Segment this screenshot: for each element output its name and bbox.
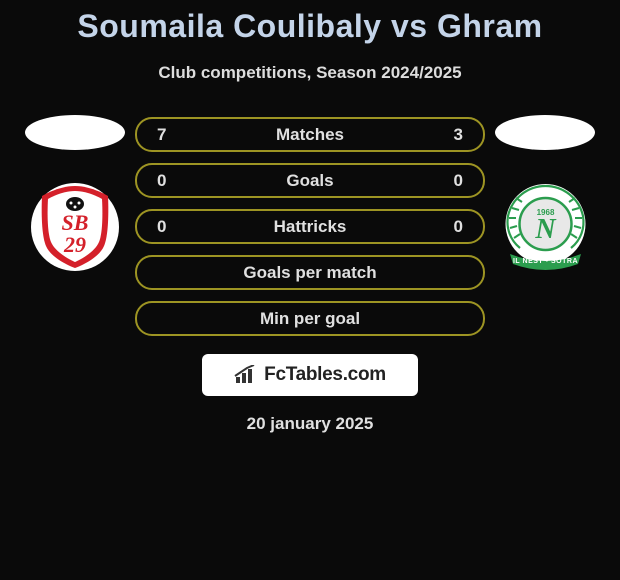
stat-row-matches: 7 Matches 3	[135, 117, 485, 152]
svg-text:N: N	[534, 214, 557, 245]
bar-chart-icon	[234, 365, 260, 385]
stat-right-value: 0	[443, 217, 463, 237]
page-title: Soumaila Coulibaly vs Ghram	[0, 8, 620, 45]
stat-left-value: 0	[157, 171, 177, 191]
date-text: 20 january 2025	[0, 414, 620, 434]
stat-label: Matches	[276, 125, 344, 145]
comparison-card: Soumaila Coulibaly vs Ghram Club competi…	[0, 0, 620, 434]
right-club-badge: 1968 N IL NEST • SOTRA	[495, 182, 595, 272]
svg-text:29: 29	[63, 232, 86, 257]
left-player-col: SB 29	[15, 111, 135, 272]
left-player-avatar	[25, 115, 125, 150]
subtitle: Club competitions, Season 2024/2025	[0, 63, 620, 83]
stat-label: Min per goal	[260, 309, 360, 329]
stat-left-value: 7	[157, 125, 177, 145]
brand-badge[interactable]: FcTables.com	[202, 354, 418, 396]
stat-bars: 7 Matches 3 0 Goals 0 0 Hattricks 0 Goal…	[135, 111, 485, 336]
stat-label: Goals	[286, 171, 333, 191]
stat-row-gpm: Goals per match	[135, 255, 485, 290]
stat-row-hattricks: 0 Hattricks 0	[135, 209, 485, 244]
stat-label: Hattricks	[274, 217, 347, 237]
stat-left-value: 0	[157, 217, 177, 237]
nest-sotra-badge-icon: 1968 N IL NEST • SOTRA	[498, 180, 593, 275]
right-player-avatar	[495, 115, 595, 150]
stat-row-goals: 0 Goals 0	[135, 163, 485, 198]
sb29-shield-icon: SB 29	[30, 182, 120, 272]
stat-right-value: 3	[443, 125, 463, 145]
brand-text: FcTables.com	[264, 364, 386, 386]
right-player-col: 1968 N IL NEST • SOTRA	[485, 111, 605, 272]
stats-area: SB 29 7 Matches 3 0 Goals 0 0 Hattricks …	[0, 111, 620, 336]
svg-text:IL NEST • SOTRA: IL NEST • SOTRA	[512, 258, 577, 265]
stat-right-value: 0	[443, 171, 463, 191]
left-club-badge: SB 29	[25, 182, 125, 272]
stat-label: Goals per match	[243, 263, 376, 283]
stat-row-mpg: Min per goal	[135, 301, 485, 336]
